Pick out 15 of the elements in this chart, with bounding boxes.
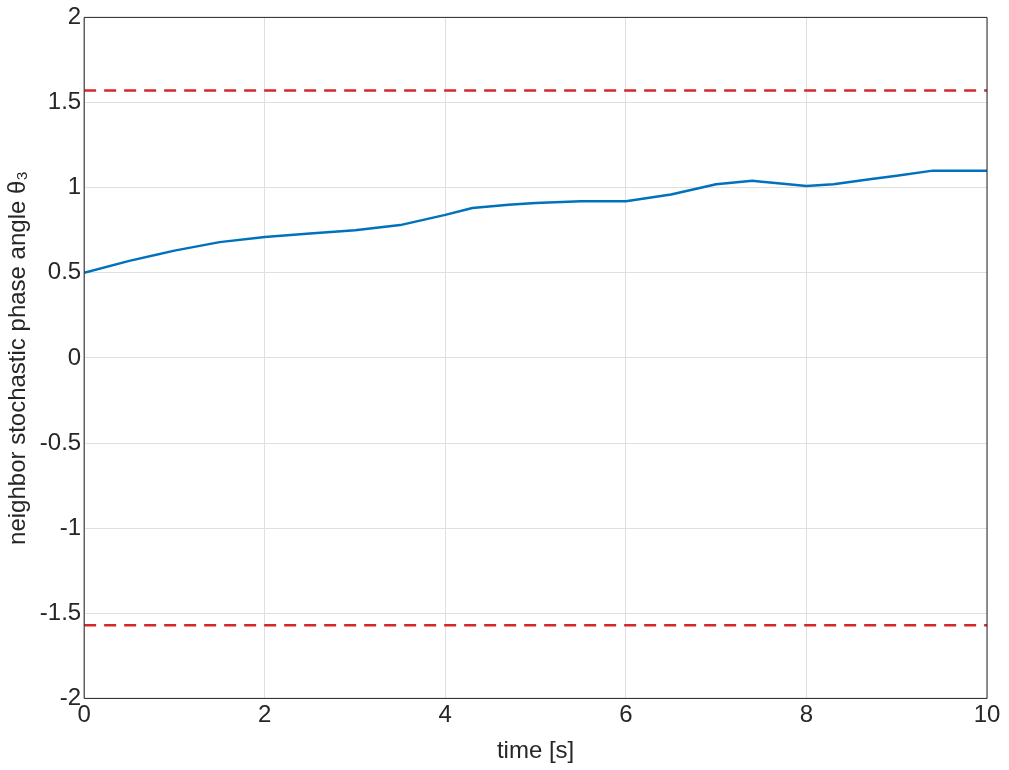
- y-tick-label: 0.5: [47, 257, 82, 285]
- y-tick-label: -1.5: [39, 597, 82, 625]
- y-tick-label: 0: [67, 342, 82, 370]
- x-tick-label: 8: [799, 700, 814, 728]
- y-tick-label: -0.5: [39, 427, 82, 455]
- x-tick-label: 6: [619, 700, 633, 728]
- x-tick-label: 10: [973, 700, 1001, 728]
- x-axis-title: time [s]: [496, 736, 575, 764]
- y-tick-label: 2: [67, 2, 82, 30]
- y-tick-label: 1.5: [47, 87, 82, 115]
- y-tick-label: 1: [67, 172, 82, 200]
- x-tick-label: 4: [438, 700, 452, 728]
- x-tick-label: 2: [258, 700, 272, 728]
- y-tick-label: -1: [59, 512, 82, 540]
- y-axis-title: neighbor stochastic phase angle θ₃: [3, 170, 31, 545]
